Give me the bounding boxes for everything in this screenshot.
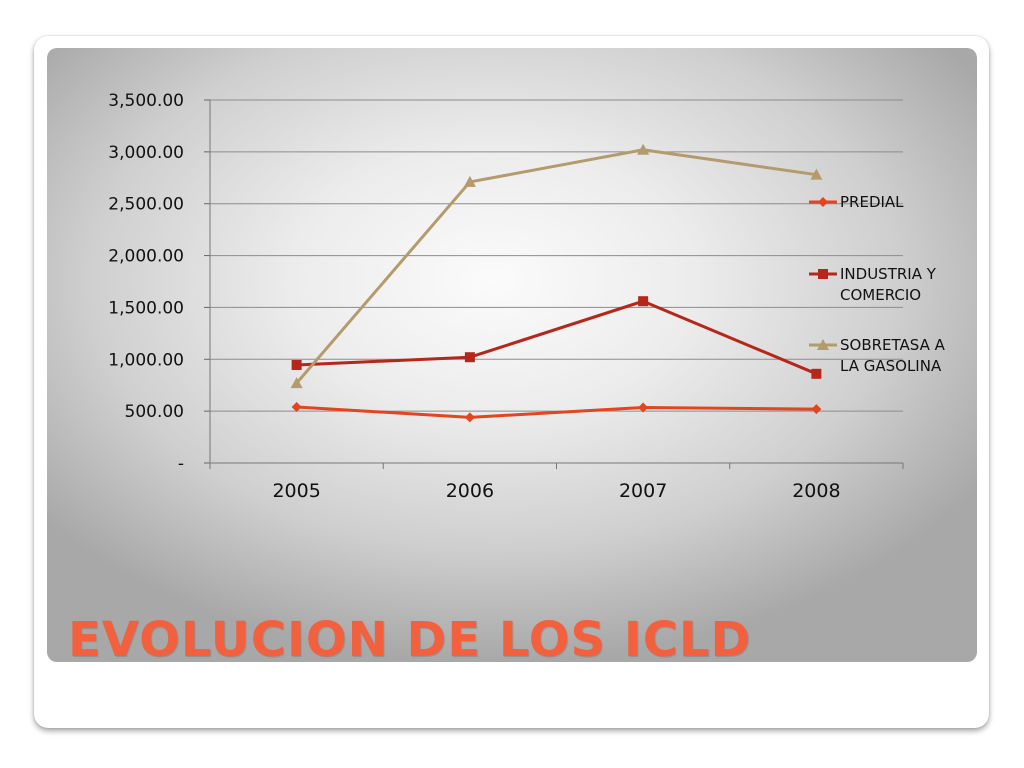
y-tick-label: 1,500.00 (108, 298, 184, 318)
legend-marker-predial (818, 197, 828, 207)
series-line-industria-y-comercio (296, 299, 817, 376)
legend-label-industria-y-comercio: INDUSTRIA Y (840, 265, 937, 283)
legend-label-sobretasa-a-la-gasolina: SOBRETASA A (840, 336, 946, 354)
data-point-predial (811, 404, 822, 415)
x-tick-label: 2006 (446, 480, 494, 502)
y-tick-label: 3,500.00 (108, 91, 184, 111)
y-tick-label: - (178, 454, 184, 474)
data-point-industria-y-comercio (464, 352, 475, 363)
series-line-predial (296, 405, 817, 419)
data-point-sobretasa-a-la-gasolina (637, 143, 650, 155)
x-tick-label: 2005 (272, 480, 320, 502)
y-tick-label: 2,500.00 (108, 195, 184, 215)
x-tick-label: 2007 (619, 480, 667, 502)
legend-label-industria-y-comercio: COMERCIO (840, 286, 921, 304)
data-point-sobretasa-a-la-gasolina (463, 175, 476, 187)
data-point-predial (464, 412, 475, 423)
series-line-sobretasa-a-la-gasolina (295, 148, 817, 385)
legend-label-predial: PREDIAL (840, 193, 904, 211)
chart-panel: - 500.00 1,000.00 1,500.00 2,000.00 2,500.00 3… (47, 48, 977, 662)
data-point-predial (638, 402, 649, 413)
data-point-industria-y-comercio (811, 368, 822, 379)
legend-label-sobretasa-a-la-gasolina: LA GASOLINA (840, 357, 942, 375)
data-point-sobretasa-a-la-gasolina (290, 377, 303, 389)
y-tick-label: 1,000.00 (108, 350, 184, 370)
data-point-industria-y-comercio (291, 359, 302, 370)
data-point-sobretasa-a-la-gasolina (810, 168, 823, 180)
legend-marker-industria-y-comercio (818, 269, 828, 279)
slide-title: EVOLUCION DE LOS ICLD (68, 612, 752, 668)
y-tick-label: 500.00 (125, 402, 184, 422)
legend-marker-sobretasa-a-la-gasolina (817, 339, 829, 350)
data-point-industria-y-comercio (638, 296, 649, 307)
y-tick-label: 3,000.00 (108, 143, 184, 163)
y-tick-label: 2,000.00 (108, 247, 184, 267)
data-point-predial (291, 401, 302, 412)
line-chart: - 500.00 1,000.00 1,500.00 2,000.00 2,500.00 3… (108, 91, 946, 502)
x-tick-label: 2008 (792, 480, 840, 502)
